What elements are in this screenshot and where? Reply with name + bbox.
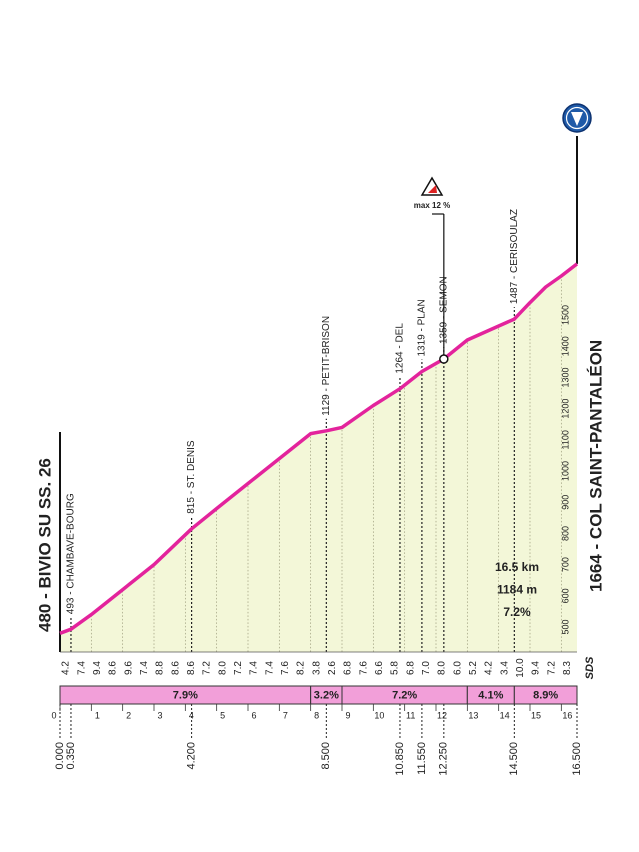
- gradient-label: 8.3: [562, 661, 573, 675]
- distance-label: 0.000: [54, 742, 66, 770]
- x-tick-label: 3: [157, 710, 162, 720]
- gradient-segment-label: 3.2%: [314, 689, 339, 701]
- gradient-segment: [513, 685, 578, 705]
- x-tick-label: 9: [345, 710, 350, 720]
- summit-icon-ring: [565, 106, 589, 130]
- summary-text: 1184 m: [497, 583, 537, 597]
- summary-text: 16.5 km: [495, 560, 539, 574]
- x-tick-label: 2: [126, 710, 131, 720]
- gradient-label: 7.2: [546, 661, 557, 675]
- x-tick-label: 12: [437, 710, 447, 720]
- y-tick-label: 1400: [560, 336, 570, 356]
- x-tick-label: 14: [500, 710, 510, 720]
- gradient-label: 4.2: [61, 661, 72, 675]
- gradient-segment-label: 8.9%: [533, 689, 558, 701]
- x-tick-label: 1: [95, 710, 100, 720]
- waypoint-label: 1487 - CERISOULAZ: [509, 209, 520, 304]
- gradient-label: 9.6: [123, 661, 134, 675]
- y-tick-label: 1500: [560, 305, 570, 325]
- gradient-segment-label: 7.9%: [173, 689, 198, 701]
- gradient-label: 8.0: [437, 661, 448, 675]
- y-tick-label: 700: [560, 557, 570, 572]
- gradient-label: 8.2: [296, 661, 307, 675]
- gradient-label: 7.4: [264, 661, 275, 675]
- gradient-label: 8.0: [217, 661, 228, 675]
- distance-label: 14.500: [508, 742, 520, 776]
- gradient-label: 8.8: [155, 661, 166, 675]
- x-tick-label: 5: [220, 710, 225, 720]
- x-tick-label: 0: [51, 710, 56, 720]
- distance-label: 8.500: [320, 742, 332, 770]
- start-label: 480 - BIVIO SU SS. 26: [35, 458, 54, 632]
- gradient-label: 7.4: [76, 661, 87, 675]
- gradient-label: 7.0: [421, 661, 432, 675]
- gradient-label: 7.2: [202, 661, 213, 675]
- gradient-label: 9.4: [531, 661, 542, 675]
- max-gradient-icon-fill: [428, 185, 437, 193]
- gradient-label: 6.8: [405, 661, 416, 675]
- gradient-label: 3.4: [499, 661, 510, 675]
- x-tick-label: 13: [468, 710, 478, 720]
- y-tick-label: 1200: [560, 399, 570, 419]
- waypoint-label: 493 - CHAMBAVE-BOURG: [66, 493, 77, 614]
- logo: SDS: [584, 656, 596, 679]
- gradient-segment-label: 4.1%: [478, 689, 503, 701]
- waypoint-label: 1319 - PLAN: [417, 299, 428, 356]
- gradient-label: 9.4: [92, 661, 103, 675]
- gradient-label: 6.8: [343, 661, 354, 675]
- max-gradient-point: [439, 354, 449, 364]
- y-tick-label: 800: [560, 526, 570, 541]
- summary-text: 7.2%: [503, 605, 531, 619]
- y-tick-label: 1300: [560, 367, 570, 387]
- gradient-label: 7.2: [233, 661, 244, 675]
- summit-icon-v: [571, 112, 583, 126]
- gradient-label: 6.0: [452, 661, 463, 675]
- y-tick-label: 1000: [560, 461, 570, 481]
- gradient-label: 7.6: [280, 661, 291, 675]
- gradient-label: 4.2: [484, 661, 495, 675]
- profile-line: [59, 262, 579, 635]
- gradient-label: 5.2: [468, 661, 479, 675]
- distance-label: 4.200: [186, 742, 198, 770]
- distance-label: 16.500: [571, 742, 583, 776]
- gradient-label: 8.6: [108, 661, 119, 675]
- gradient-label: 8.6: [170, 661, 181, 675]
- y-tick-label: 1100: [560, 430, 570, 449]
- gradient-label: 6.6: [374, 661, 385, 675]
- x-tick-label: 10: [374, 710, 384, 720]
- distance-label: 0.350: [65, 742, 77, 770]
- y-tick-label: 900: [560, 495, 570, 510]
- waypoint-label: 1129 - PETIT-BRISON: [321, 316, 332, 416]
- waypoint-label: 1264 - DEL: [395, 323, 406, 374]
- x-tick-label: 4: [189, 710, 194, 720]
- x-tick-label: 6: [251, 710, 256, 720]
- x-tick-label: 15: [531, 710, 541, 720]
- waypoint-label: 815 - ST. DENIS: [186, 440, 197, 514]
- x-tick-label: 16: [562, 710, 572, 720]
- gradient-label: 5.8: [390, 661, 401, 675]
- finish-label: 1664 - COL SAINT-PANTALÉON: [586, 340, 605, 592]
- distance-label: 12.250: [438, 742, 450, 776]
- gradient-label: 7.6: [358, 661, 369, 675]
- gradient-label: 2.6: [327, 661, 338, 675]
- max-gradient-label: max 12 %: [414, 201, 450, 210]
- x-tick-label: 8: [314, 710, 319, 720]
- y-tick-label: 600: [560, 588, 570, 603]
- gradient-label: 8.6: [186, 661, 197, 675]
- gradient-label: 10.0: [515, 658, 526, 678]
- gradient-label: 3.8: [311, 661, 322, 675]
- y-tick-label: 500: [560, 620, 570, 635]
- gradient-segment-label: 7.2%: [392, 689, 417, 701]
- distance-label: 11.550: [416, 742, 428, 775]
- distance-label: 10.850: [394, 742, 406, 776]
- gradient-label: 7.4: [249, 661, 260, 675]
- gradient-label: 7.4: [139, 661, 150, 675]
- x-tick-label: 7: [283, 710, 288, 720]
- max-gradient-icon: [420, 176, 444, 196]
- x-tick-label: 11: [406, 710, 415, 720]
